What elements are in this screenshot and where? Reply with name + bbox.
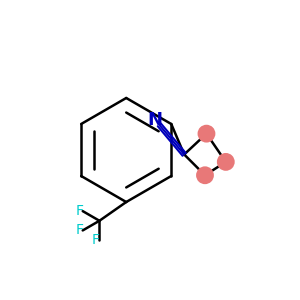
Text: N: N: [148, 111, 163, 129]
Text: F: F: [75, 224, 83, 237]
Circle shape: [217, 153, 235, 171]
Text: F: F: [75, 204, 83, 218]
Circle shape: [198, 125, 215, 142]
Circle shape: [196, 166, 214, 184]
Text: F: F: [92, 233, 100, 247]
